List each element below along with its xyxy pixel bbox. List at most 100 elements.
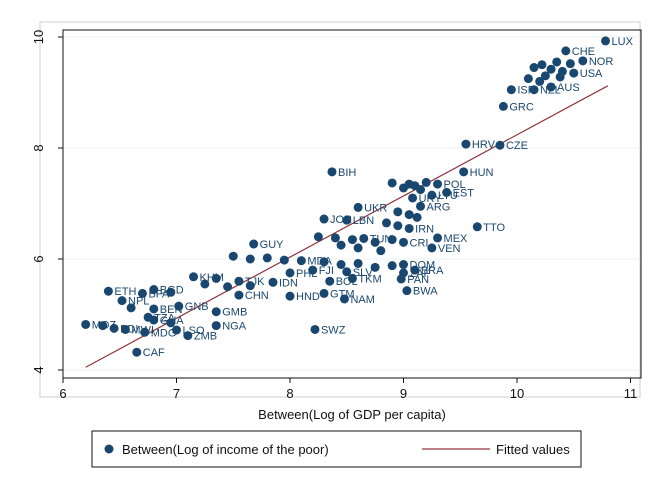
data-point — [381, 218, 391, 228]
point-label: GMB — [222, 307, 247, 319]
x-tick-label: 7 — [173, 386, 180, 401]
data-point — [353, 258, 363, 268]
point-label: TZA — [154, 312, 175, 324]
data-point — [319, 288, 329, 298]
data-point — [211, 321, 221, 331]
point-label: JOR — [330, 214, 352, 226]
legend-label-fitted: Fitted values — [496, 442, 570, 457]
y-tick-label: 6 — [31, 255, 46, 262]
point-label: ARG — [427, 201, 451, 213]
point-label: ETH — [114, 286, 136, 298]
data-point — [189, 272, 199, 282]
data-point — [308, 265, 318, 275]
data-point — [578, 56, 588, 66]
legend-label-points: Between(Log of income of the poor) — [122, 442, 329, 457]
data-point — [262, 253, 272, 263]
data-point — [410, 265, 420, 275]
point-label: DOM — [410, 260, 436, 272]
data-point — [376, 246, 386, 256]
data-point — [433, 233, 443, 243]
data-point — [211, 307, 221, 317]
data-point — [81, 319, 91, 329]
y-tick-label: 8 — [31, 144, 46, 151]
data-point — [523, 74, 533, 84]
point-label: PAN — [407, 274, 429, 286]
point-label: TTO — [483, 222, 505, 234]
point-label: TUN — [370, 233, 393, 245]
point-label: CHE — [572, 46, 595, 58]
data-point — [404, 210, 414, 220]
data-point — [601, 36, 611, 46]
data-point — [402, 286, 412, 296]
data-point — [472, 222, 482, 232]
data-point — [416, 185, 426, 195]
data-point — [427, 243, 437, 253]
point-label: BOL — [336, 276, 358, 288]
data-point — [387, 261, 397, 271]
data-point — [117, 296, 127, 306]
point-label: TJK — [245, 276, 265, 288]
data-point — [149, 285, 159, 295]
point-label: ZAF — [410, 268, 431, 280]
data-point — [313, 232, 323, 242]
data-point — [421, 177, 431, 187]
point-label: MDA — [307, 256, 332, 268]
data-point — [98, 321, 108, 331]
point-label: URY — [419, 193, 443, 205]
data-point — [461, 139, 471, 149]
data-point — [540, 71, 550, 81]
point-label: KHM — [200, 272, 224, 284]
point-label: HND — [296, 291, 320, 303]
data-point — [310, 324, 320, 334]
data-point — [370, 237, 380, 247]
data-point — [132, 347, 142, 357]
data-point — [342, 215, 352, 225]
point-label: MOZ — [92, 319, 117, 331]
data-point — [285, 291, 295, 301]
x-tick-label: 6 — [59, 386, 66, 401]
data-point — [120, 324, 130, 334]
data-point — [228, 251, 238, 261]
point-label: BGD — [160, 285, 184, 297]
point-label: HUN — [470, 167, 494, 179]
data-point — [416, 201, 426, 211]
data-point — [412, 212, 422, 222]
plot-region — [39, 21, 641, 398]
point-label: CHN — [245, 290, 269, 302]
data-point — [506, 85, 516, 95]
data-point — [433, 179, 443, 189]
point-label: MEX — [444, 233, 469, 245]
data-point — [498, 101, 508, 111]
data-point — [408, 193, 418, 203]
axes: 4 6 8 10 6 7 8 9 10 11 — [31, 30, 637, 401]
data-point — [109, 323, 119, 333]
points-layer — [81, 36, 611, 357]
data-point — [149, 315, 159, 325]
data-point — [353, 243, 363, 253]
legend-box — [91, 430, 582, 468]
point-label: LBN — [353, 215, 374, 227]
data-point — [399, 183, 408, 193]
data-point — [223, 282, 233, 292]
data-point — [183, 331, 193, 341]
point-label: NAM — [350, 294, 374, 306]
data-point — [359, 233, 369, 243]
point-label: IDN — [279, 277, 298, 289]
data-point — [495, 140, 505, 150]
point-label: BRA — [421, 265, 444, 277]
point-label: GUY — [260, 239, 285, 251]
data-point — [166, 318, 176, 328]
data-point — [552, 57, 562, 67]
gridlines — [63, 36, 641, 371]
point-label: LTU — [438, 190, 458, 202]
point-label: GNB — [185, 301, 209, 313]
data-point — [442, 187, 452, 197]
data-point — [245, 254, 255, 264]
point-label: PHL — [296, 268, 317, 280]
x-tick-label: 11 — [624, 386, 638, 401]
point-label: NZL — [540, 85, 561, 97]
data-point — [200, 279, 210, 289]
point-label: VEN — [438, 243, 461, 255]
